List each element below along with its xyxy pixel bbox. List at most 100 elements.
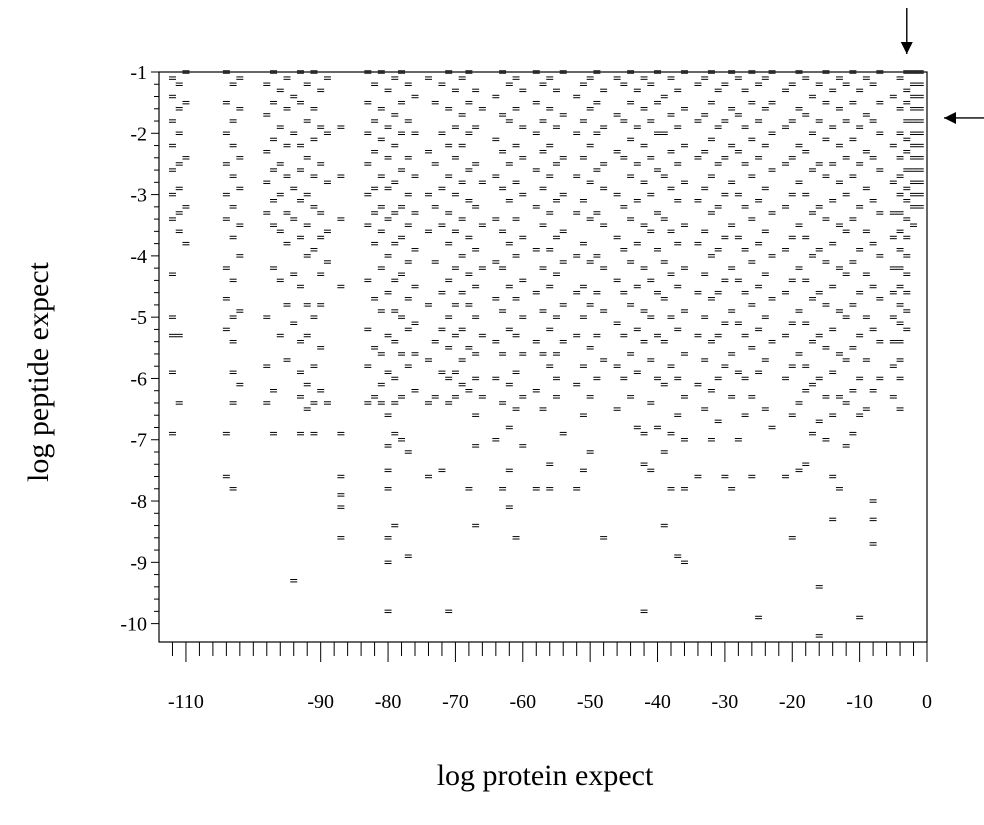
data-point [337,126,344,128]
data-point [681,144,688,146]
data-point [816,120,823,122]
x-tick-label: -90 [307,691,334,713]
data-point [782,163,789,165]
data-point [802,150,809,152]
data-point [661,451,668,453]
data-point [573,212,580,214]
data-point [465,101,472,103]
data-point [701,77,708,79]
data-point [735,279,742,281]
data-point [870,83,877,85]
data-point [169,334,176,336]
y-tick-label: -4 [130,246,147,268]
data-point [843,193,850,195]
data-point [897,193,904,195]
data-point [553,353,560,355]
data-point [843,157,850,159]
data-point [694,157,701,159]
data-point [809,169,816,171]
data-point [364,163,371,165]
data-point [324,132,331,134]
data-point [337,506,344,508]
data-point [324,261,331,263]
data-point [364,193,371,195]
data-point [755,157,762,159]
data-point [553,89,560,91]
data-point [533,488,540,490]
data-point [903,273,910,275]
data-point [796,310,803,312]
data-point [863,230,870,232]
data-point [910,206,917,208]
data-point [876,212,883,214]
data-point [856,414,863,416]
data-point [465,488,472,490]
data-point [573,488,580,490]
data-point [290,218,297,220]
data-point [870,543,877,545]
data-point [769,212,776,214]
data-point [297,371,304,373]
data-point [263,212,270,214]
data-point [277,193,284,195]
data-point [479,334,486,336]
data-point [876,298,883,300]
data-point [715,249,722,251]
data-point [587,304,594,306]
data-point [499,267,506,269]
data-point [822,304,829,306]
data-point [917,206,924,208]
data-point [560,157,567,159]
data-point [822,347,829,349]
data-point [668,114,675,116]
data-point [668,187,675,189]
data-point [829,89,836,91]
data-point [829,285,836,287]
data-point [641,432,648,434]
y-tick-label: -10 [120,614,147,636]
data-point [876,255,883,257]
data-point [270,101,277,103]
data-point [176,163,183,165]
data-point [762,77,769,79]
data-point [903,169,910,171]
data-point [694,291,701,293]
data-point [735,371,742,373]
data-point [856,89,863,91]
data-point [573,383,580,385]
data-point [587,261,594,263]
data-point [903,138,910,140]
data-point [425,402,432,404]
data-point [223,163,230,165]
data-point [728,181,735,183]
data-point [405,365,412,367]
data-point [391,114,398,116]
data-point [284,359,291,361]
data-point [755,242,762,244]
data-point [708,101,715,103]
data-point [445,108,452,110]
data-point [452,126,459,128]
data-point [391,524,398,526]
data-point [708,212,715,214]
data-point [748,138,755,140]
data-point [317,304,324,306]
data-point [903,255,910,257]
data-point [270,169,277,171]
y-tick-label: -6 [130,368,147,390]
data-point [385,291,392,293]
data-point [223,101,230,103]
data-point [627,261,634,263]
data-point [910,120,917,122]
data-point [553,316,560,318]
data-point [721,193,728,195]
data-point [694,83,701,85]
data-point [472,353,479,355]
data-point [304,193,311,195]
x-tick-label: -60 [509,691,536,713]
data-point [425,230,432,232]
data-point [641,463,648,465]
data-point [391,144,398,146]
data-point [304,224,311,226]
data-point [297,101,304,103]
